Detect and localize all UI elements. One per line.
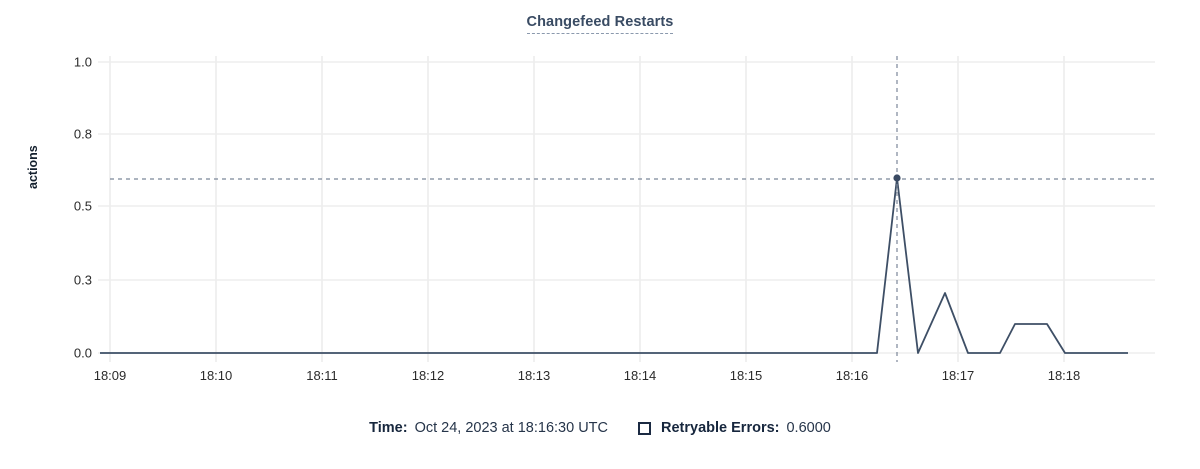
- hover-time-value: Oct 24, 2023 at 18:16:30 UTC: [414, 420, 609, 436]
- x-tick-label: 18:09: [93, 368, 127, 383]
- x-tick-label: 18:10: [199, 368, 233, 383]
- horizontal-gridlines: [98, 61, 1155, 354]
- hover-time-group: Time: Oct 24, 2023 at 18:16:30 UTC: [369, 420, 608, 436]
- chart-title-text: Changefeed Restarts: [526, 14, 674, 34]
- x-tick-label: 18:11: [306, 368, 338, 383]
- y-tick-label: 0.0: [73, 345, 92, 361]
- checkbox-icon[interactable]: [638, 421, 652, 435]
- x-tick-label: 18:15: [729, 368, 763, 383]
- y-tick-label: 0.3: [73, 272, 92, 288]
- hover-point-marker: [893, 174, 901, 182]
- legend-item-retryable-errors[interactable]: Retryable Errors: 0.6000: [638, 420, 831, 436]
- page-title: Changefeed Restarts: [0, 14, 1200, 34]
- x-axis-tick-labels: 18:09 18:10 18:11 18:12 18:13 18:14 18:1…: [0, 368, 1200, 388]
- hover-time-label: Time:: [369, 420, 408, 436]
- x-tick-label: 18:18: [1047, 368, 1081, 383]
- y-tick-label: 1.0: [73, 54, 92, 70]
- y-tick-label: 0.5: [73, 198, 92, 214]
- legend-series-value: 0.6000: [786, 420, 831, 436]
- vertical-gridlines: [109, 56, 1065, 362]
- y-axis-tick-labels: 1.0 0.8 0.5 0.3 0.0: [48, 52, 92, 362]
- x-tick-label: 18:17: [941, 368, 975, 383]
- series-line-retryable-errors: [100, 177, 1128, 354]
- x-tick-label: 18:16: [835, 368, 869, 383]
- y-tick-label: 0.8: [73, 126, 92, 142]
- chart-legend-footer: Time: Oct 24, 2023 at 18:16:30 UTC Retry…: [0, 420, 1200, 436]
- x-tick-label: 18:12: [411, 368, 445, 383]
- x-tick-label: 18:14: [623, 368, 657, 383]
- legend-series-label: Retryable Errors:: [661, 420, 780, 436]
- x-tick-label: 18:13: [517, 368, 551, 383]
